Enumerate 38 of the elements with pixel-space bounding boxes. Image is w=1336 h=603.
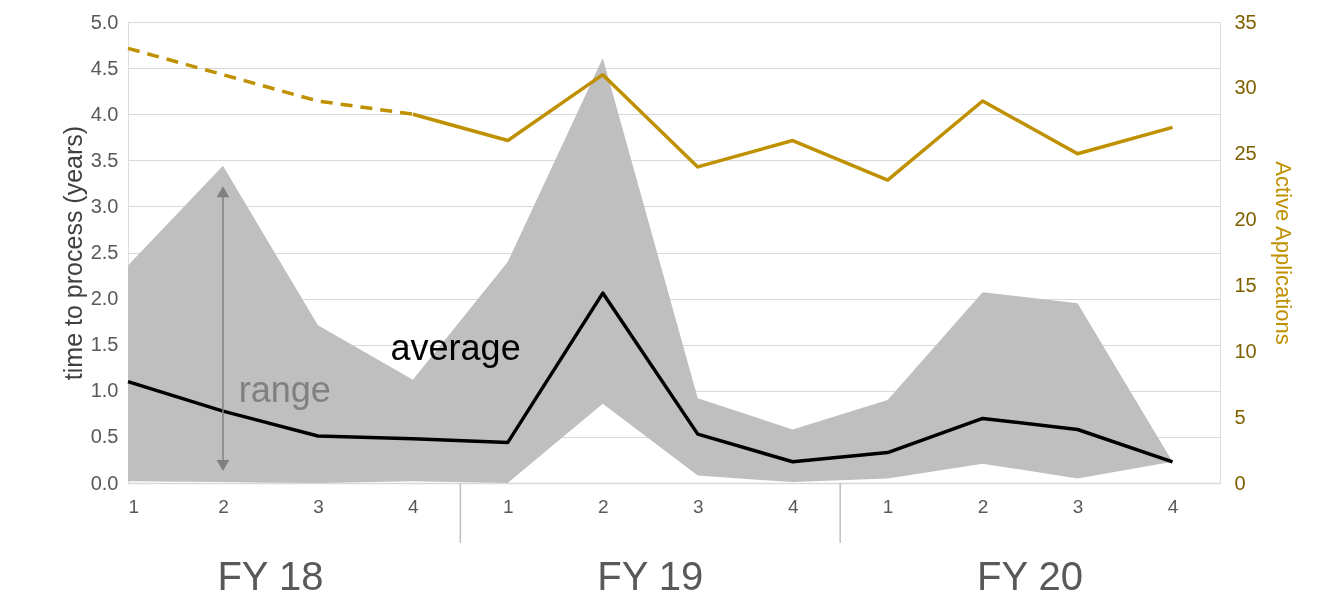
x-tick-label: 3 [1072, 495, 1084, 517]
y2-tick-label: 5 [1234, 405, 1246, 428]
x-tick-label: 2 [597, 495, 609, 517]
x-tick-label: 3 [692, 495, 704, 517]
y-tick-label: 2.0 [90, 287, 119, 310]
y-tick-label: 1.5 [90, 333, 119, 356]
text: FY 20 [977, 554, 1084, 598]
x-tick-label: 4 [1167, 495, 1179, 517]
y2-tick-label: 25 [1234, 142, 1257, 165]
text: FY 19 [597, 554, 704, 598]
x-tick-label: 4 [787, 495, 799, 517]
x-tick-label: 2 [977, 495, 989, 517]
y-tick-label: 4.0 [90, 102, 119, 125]
x-tick-label: 2 [218, 495, 229, 517]
y-tick-label: 0.5 [90, 425, 119, 448]
annotation: average [390, 327, 521, 369]
y2-tick-label: 0 [1234, 471, 1246, 494]
y-tick-label: 3.0 [90, 194, 119, 217]
y2-tick-label: 10 [1234, 339, 1257, 362]
x-tick-label: 1 [503, 495, 514, 517]
y2-tick-label: 35 [1234, 10, 1257, 33]
text: FY 18 [217, 554, 324, 598]
y-tick-label: 4.5 [90, 56, 119, 79]
y2-tick-label: 15 [1234, 273, 1257, 296]
y-tick-label: 3.5 [90, 148, 119, 171]
y-tick-label: 1.0 [90, 379, 119, 402]
y2-axis-title: Active Applications [1270, 161, 1296, 345]
y2-tick-label: 20 [1234, 208, 1257, 231]
y-tick-label: 2.5 [90, 241, 119, 263]
y-axis-title: time to process (years) [58, 125, 87, 381]
x-tick-label: 1 [128, 495, 140, 517]
x-tick-label: 1 [882, 495, 894, 517]
y2-tick-label: 30 [1234, 76, 1257, 99]
y-tick-label: 5.0 [90, 10, 119, 33]
annotation: range [238, 368, 331, 410]
x-tick-label: 3 [313, 495, 324, 517]
x-tick-label: 4 [408, 495, 420, 517]
y-tick-label: 0.0 [90, 471, 119, 494]
